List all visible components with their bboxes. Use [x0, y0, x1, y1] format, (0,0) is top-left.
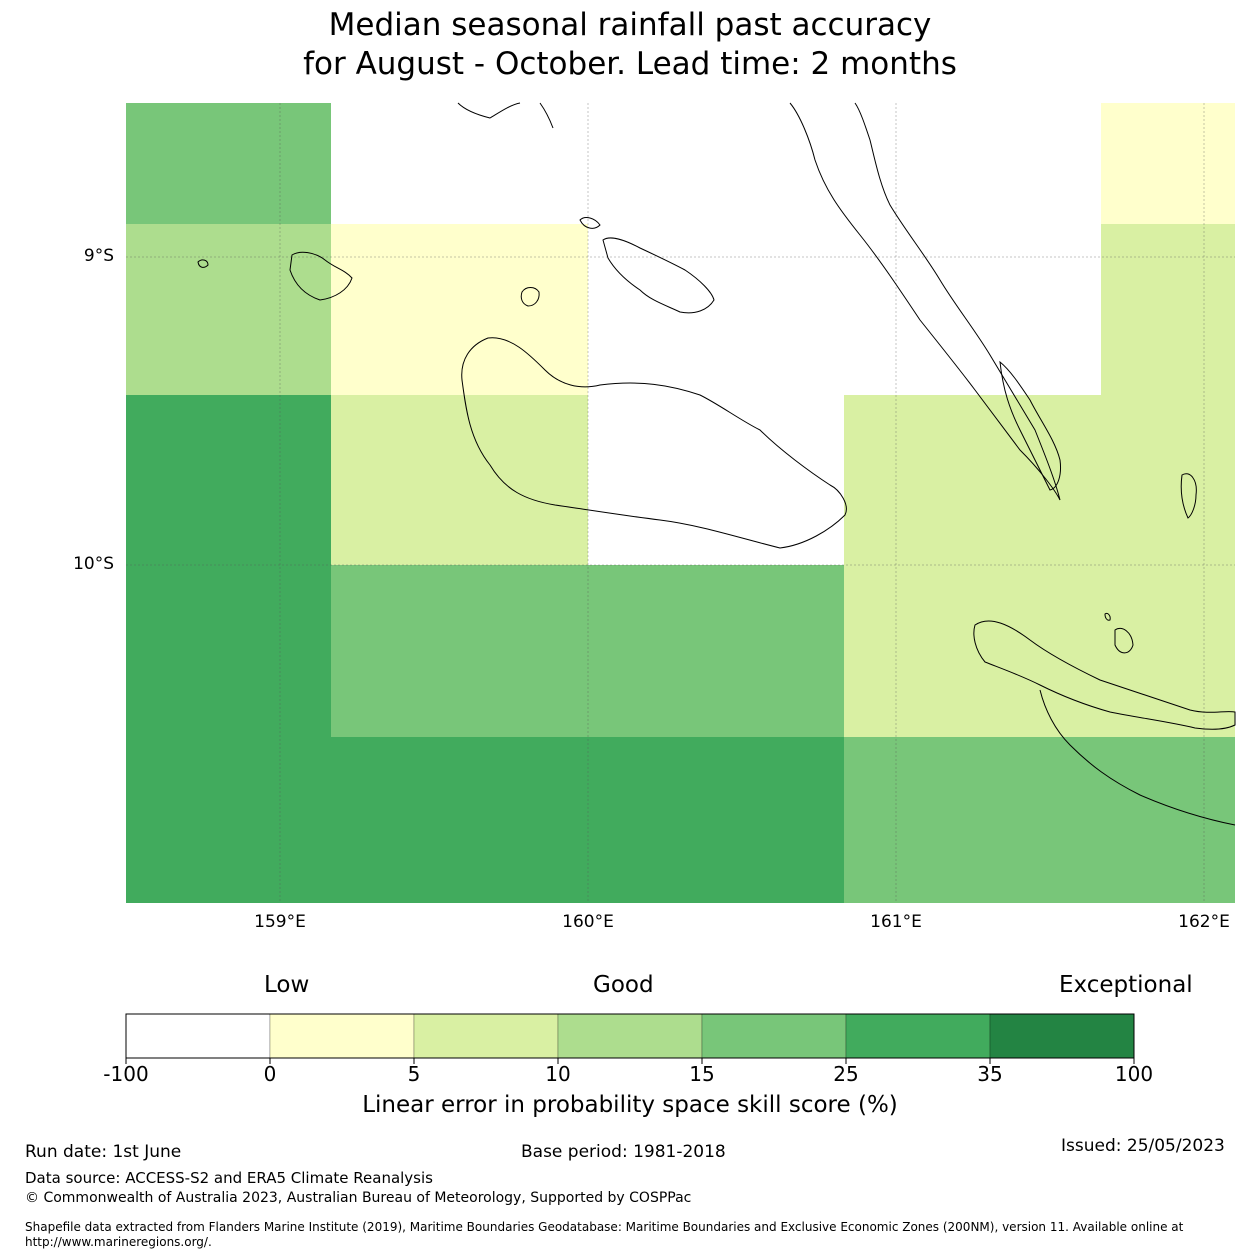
island-florida — [602, 237, 715, 314]
gridlines — [126, 103, 1235, 903]
colorbar-segment — [701, 1013, 847, 1059]
grid-cell — [844, 395, 1101, 737]
data-source: Data source: ACCESS-S2 and ERA5 Climate … — [25, 1169, 433, 1187]
island-small-malaita — [999, 360, 1061, 491]
colorbar-segment — [845, 1013, 991, 1059]
issued-date: Issued: 25/05/2023 — [1061, 1136, 1225, 1156]
colorbar-segment — [989, 1013, 1135, 1059]
title-line-1: Median seasonal rainfall past accuracy — [328, 7, 932, 43]
colorbar-tick-label: -100 — [103, 1062, 149, 1086]
lon-tick-label: 162°E — [1178, 912, 1230, 932]
map-area — [126, 102, 1236, 903]
island-tiny — [197, 259, 209, 268]
colorbar-tick-label: 0 — [263, 1062, 277, 1086]
colorbar — [125, 1013, 1135, 1064]
colorbar-heading-good: Good — [593, 972, 654, 998]
colorbar-tick-label: 5 — [407, 1062, 421, 1086]
lon-tick-label: 159°E — [254, 912, 306, 932]
lat-tick-label: 10°S — [73, 554, 114, 574]
island-savo — [520, 287, 540, 307]
island-guadalcanal — [461, 337, 847, 549]
island-makira — [973, 620, 1236, 730]
base-period: Base period: 1981-2018 — [521, 1142, 726, 1162]
island-small — [579, 217, 601, 229]
grid-cell — [1101, 103, 1235, 224]
colorbar-segment — [413, 1013, 559, 1059]
lat-tick-label: 9°S — [83, 246, 114, 266]
island-north — [539, 102, 554, 129]
lon-tick-label: 160°E — [562, 912, 614, 932]
island-malaita — [789, 102, 1061, 501]
run-date: Run date: 1st June — [25, 1142, 182, 1162]
island-north — [457, 102, 521, 119]
island-islet — [1104, 613, 1111, 621]
colorbar-title: Linear error in probability space skill … — [362, 1092, 898, 1118]
colorbar-tick-label: 35 — [977, 1062, 1003, 1086]
grid-cell — [331, 395, 588, 565]
copyright: © Commonwealth of Australia 2023, Austra… — [25, 1190, 692, 1206]
colorbar-tick-label: 10 — [545, 1062, 571, 1086]
grid-cell — [126, 103, 331, 224]
island-russell — [289, 251, 353, 301]
shapefile-credit-line-1: Shapefile data extracted from Flanders M… — [25, 1220, 1184, 1234]
colorbar-tick-label: 25 — [833, 1062, 859, 1086]
colorbar-heading-exceptional: Exceptional — [1059, 972, 1193, 998]
lon-tick-label: 161°E — [870, 912, 922, 932]
island-ulawa — [1114, 627, 1134, 654]
colorbar-border — [125, 1013, 1135, 1059]
colorbar-segment — [125, 1013, 271, 1059]
grid-cell — [126, 224, 331, 395]
shapefile-credit-line-2: http://www.marineregions.org/. — [25, 1235, 212, 1249]
colorbar-tick-label: 15 — [689, 1062, 715, 1086]
colorbar-segment — [269, 1013, 415, 1059]
grid-cell — [1101, 224, 1235, 737]
colorbar-tick-label: 100 — [1114, 1062, 1154, 1086]
island-islet — [1180, 473, 1197, 519]
grid-cell — [331, 565, 844, 737]
grid-cell — [126, 395, 331, 903]
grid-cell — [331, 224, 588, 395]
colorbar-segment — [557, 1013, 703, 1059]
coastlines — [197, 102, 1236, 826]
coast-south — [1039, 689, 1236, 826]
grid-cell — [844, 737, 1235, 903]
title-line-2: for August - October. Lead time: 2 month… — [303, 46, 957, 82]
colorbar-heading-low: Low — [264, 972, 310, 998]
grid-cell — [331, 737, 844, 903]
